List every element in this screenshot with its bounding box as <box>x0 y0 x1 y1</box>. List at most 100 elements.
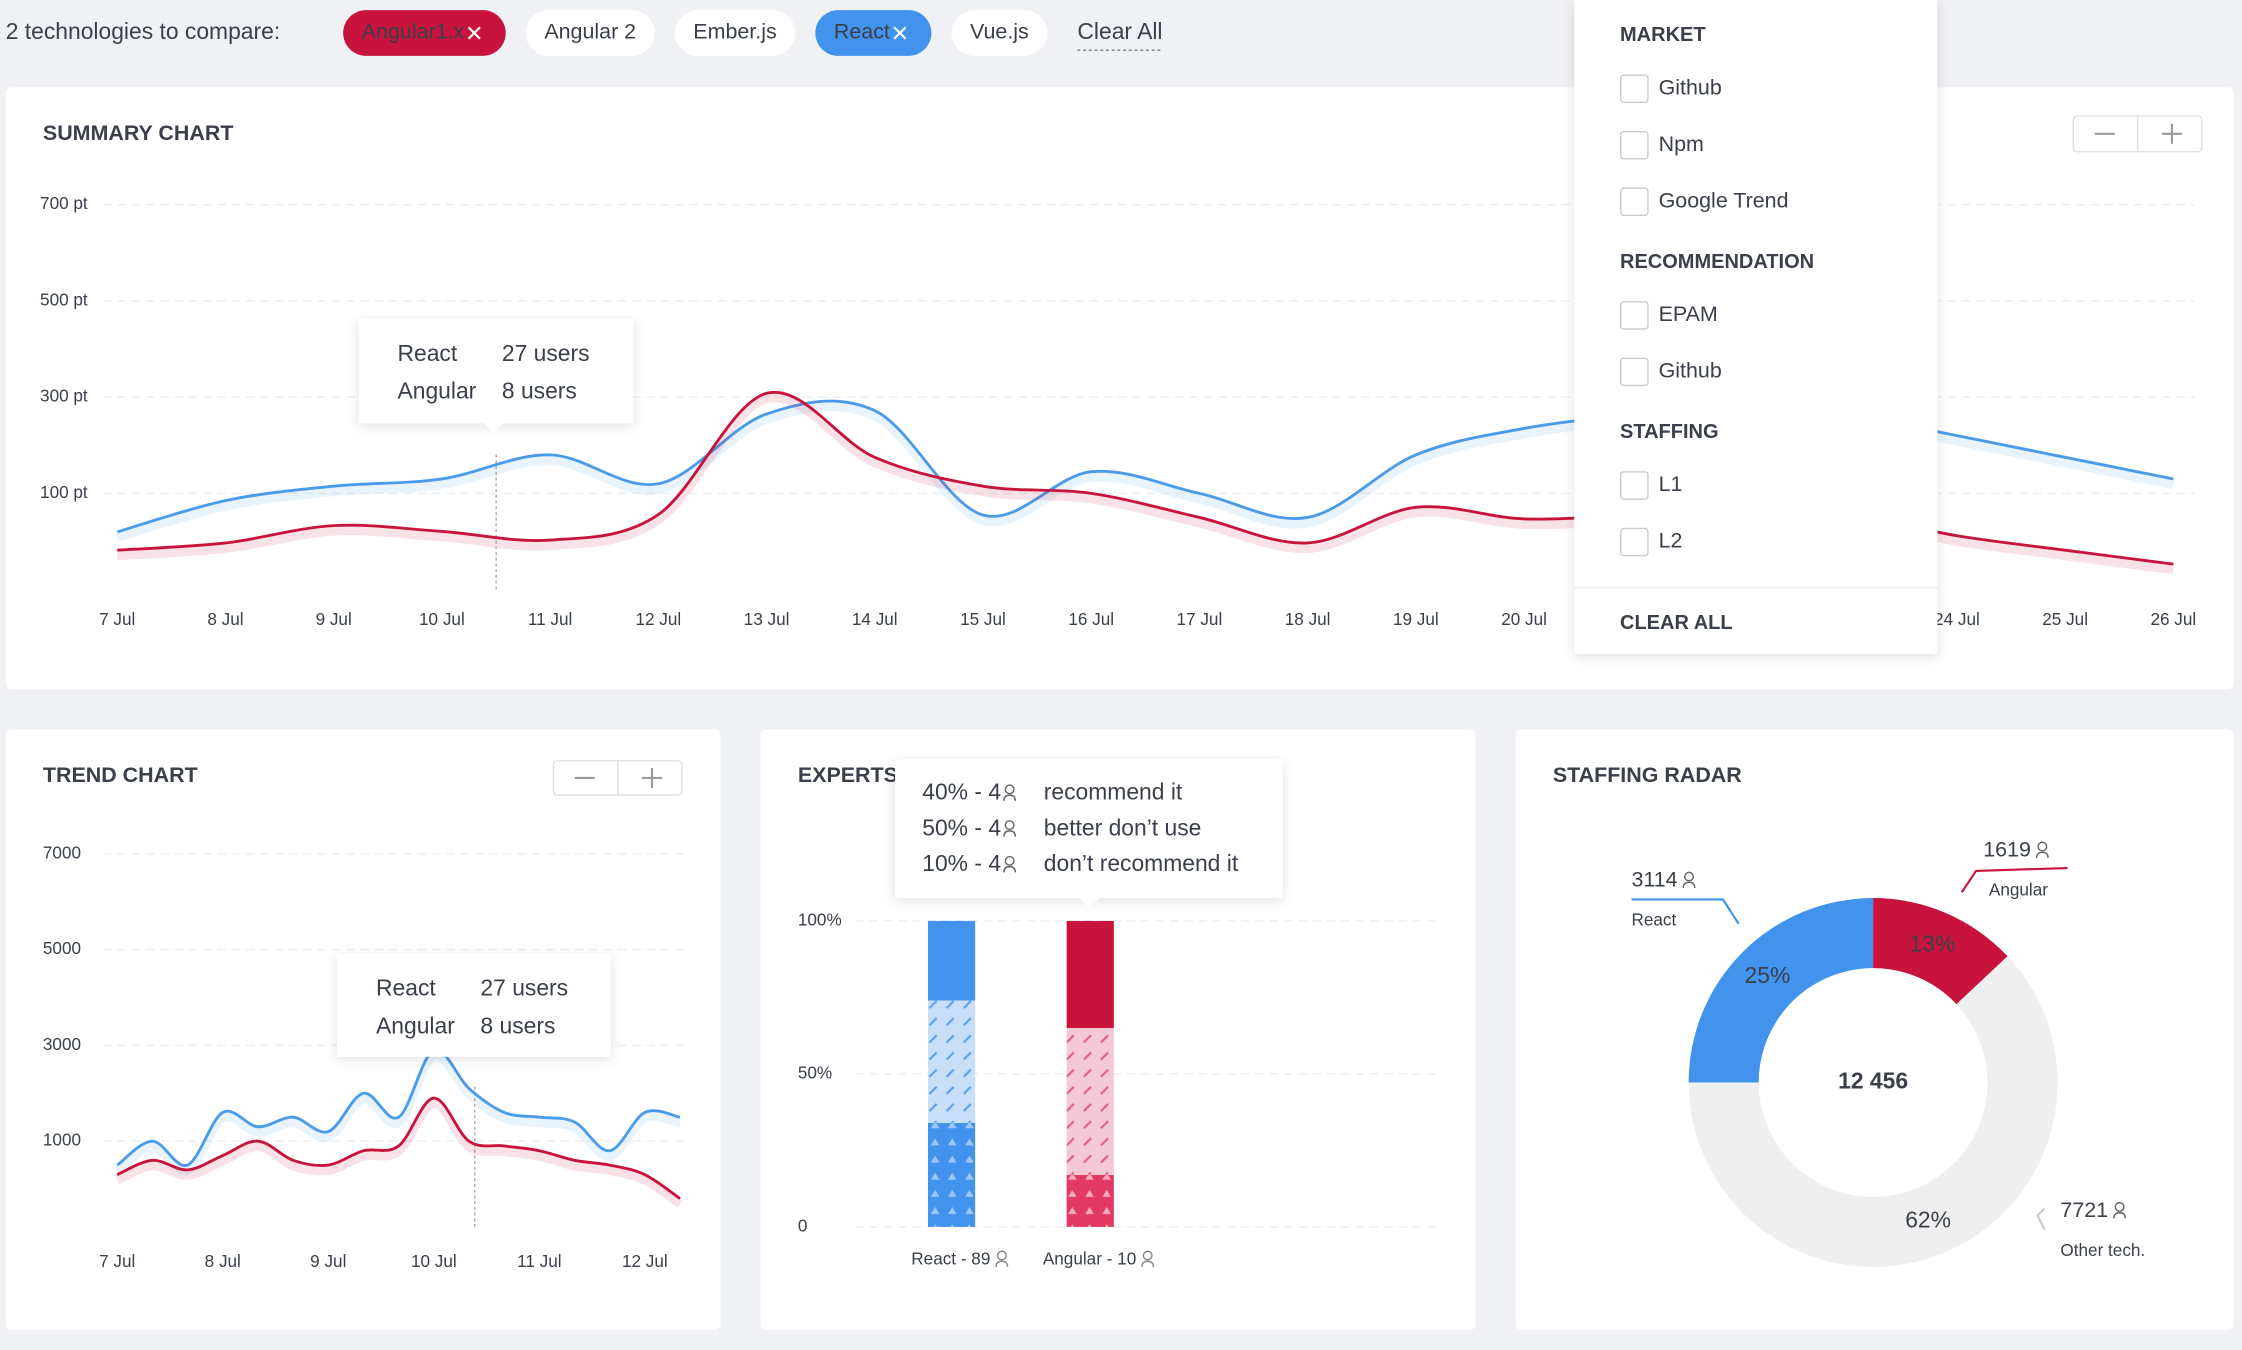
count-label: 1619 <box>1983 838 2031 862</box>
menu-option[interactable]: Google Trend <box>1620 187 1789 217</box>
chart-title: SUMMARY CHART <box>43 121 234 145</box>
user-icon <box>1004 855 1015 866</box>
menu-option[interactable]: Github <box>1620 74 1722 104</box>
x-tick-label: 20 Jul <box>1501 609 1547 629</box>
chip[interactable]: Angular1.x <box>343 10 506 56</box>
chip-bg[interactable] <box>343 10 506 56</box>
x-tick-label: 9 Jul <box>316 609 352 629</box>
chip[interactable]: Ember.js <box>674 10 796 56</box>
chip[interactable]: Angular 2 <box>525 10 655 56</box>
menu-option[interactable]: Npm <box>1620 130 1704 160</box>
tooltip-value: 27 users <box>480 975 568 1001</box>
y-tick-label: 50% <box>798 1062 832 1082</box>
option-label[interactable]: L1 <box>1659 472 1683 496</box>
x-tick-label: 7 Jul <box>99 1251 135 1271</box>
chip-bg[interactable] <box>815 10 932 56</box>
y-tick-label: 100% <box>798 909 842 929</box>
menu-clear[interactable]: CLEAR ALL <box>1620 612 1733 634</box>
category-label: Angular <box>1989 879 2048 899</box>
stacked-bar-chart: EXPERTS 100% 50% 0 React - 89 Angular - 10 <box>798 763 1437 1268</box>
y-tick-label: 500 pt <box>40 289 88 309</box>
y-tick-label: 100 pt <box>40 482 88 502</box>
chip-text[interactable]: React <box>834 20 890 44</box>
option-label[interactable]: Github <box>1659 75 1722 99</box>
remove-icon[interactable] <box>893 26 907 40</box>
tooltip-text: recommend it <box>1044 779 1183 805</box>
series-line <box>116 1096 681 1200</box>
user-icon <box>1003 830 1017 837</box>
user-icon <box>1004 820 1015 831</box>
bar-segment <box>927 1122 976 1227</box>
user-icon <box>995 1260 1009 1267</box>
radar-card <box>1515 729 2234 1330</box>
y-tick-label: 7000 <box>43 842 81 862</box>
bar-segment <box>927 920 976 1001</box>
series-line <box>116 1048 681 1167</box>
line-glow <box>115 1099 683 1208</box>
zoom-buttons[interactable] <box>2072 115 2203 153</box>
menu-option[interactable]: EPAM <box>1620 301 1718 330</box>
bar-segment <box>1066 920 1114 1029</box>
menu-option[interactable]: Github <box>1620 357 1722 387</box>
tooltip-box <box>895 759 1283 899</box>
bar-segment <box>1066 1028 1114 1175</box>
user-icon <box>1142 1250 1153 1261</box>
tooltip-box <box>337 953 611 1057</box>
chart-title: EXPERTS <box>798 763 898 787</box>
tooltip-stat: 40% - 4 <box>922 779 1001 805</box>
x-tick-label: 11 Jul <box>528 609 572 629</box>
chip[interactable]: React <box>815 10 932 56</box>
line-chart: TREND CHART 7000 5000 3000 1000 7 Jul 8 Jul 9 J… <box>43 763 684 1271</box>
donut-chart: STAFFING RADAR 13% 1619 Angular 62% 7721 Other… <box>1553 763 2145 1267</box>
tooltip-name: React <box>397 340 457 366</box>
clear-all[interactable]: Clear All <box>1077 18 1162 44</box>
chip-text[interactable]: Angular1.x <box>362 20 465 44</box>
checkbox[interactable] <box>1620 357 1649 387</box>
menu-option[interactable]: L2 <box>1620 527 1683 557</box>
tooltip-value: 27 users <box>502 340 590 366</box>
checkbox[interactable] <box>1620 74 1649 104</box>
chip-text[interactable]: Angular 2 <box>544 20 636 44</box>
chip-bg[interactable] <box>525 10 655 56</box>
filter-bar: 2 technologies to compare: Angular1.x Angu… <box>6 10 1163 56</box>
tooltip-name: React <box>376 975 436 1001</box>
option-label[interactable]: Npm <box>1659 132 1704 156</box>
slice-label: 25% <box>1745 962 1791 988</box>
option-label[interactable]: L2 <box>1659 529 1683 553</box>
x-tick-label: 19 Jul <box>1393 609 1439 629</box>
donut-slice <box>1688 956 2058 1267</box>
x-tick-label: 12 Jul <box>635 609 681 629</box>
tooltip-text: don’t recommend it <box>1044 850 1239 876</box>
y-tick-label: 700 pt <box>40 193 88 213</box>
y-tick-label: 1000 <box>43 1130 81 1150</box>
checkbox[interactable] <box>1620 130 1649 160</box>
y-tick-label: 5000 <box>43 938 81 958</box>
chip[interactable]: Vue.js <box>951 10 1048 56</box>
category-label: React <box>1631 909 1676 929</box>
checkbox[interactable] <box>1620 527 1649 557</box>
x-tick-label: 10 Jul <box>411 1251 457 1271</box>
zoom-buttons[interactable] <box>552 760 683 796</box>
remove-icon[interactable] <box>467 26 481 40</box>
tooltip-value: 8 users <box>502 378 577 404</box>
tooltip-value: 8 users <box>480 1013 555 1039</box>
checkbox[interactable] <box>1620 471 1649 500</box>
menu-option[interactable]: L1 <box>1620 471 1683 500</box>
user-icon <box>2114 1201 2125 1212</box>
option-label[interactable]: Github <box>1659 359 1722 383</box>
checkbox[interactable] <box>1620 187 1649 217</box>
x-tick-label: 25 Jul <box>2042 609 2088 629</box>
user-icon <box>2037 841 2048 852</box>
chip-text[interactable]: Ember.js <box>693 20 776 44</box>
y-tick-label: 0 <box>798 1215 808 1235</box>
tooltip-caret <box>483 423 504 434</box>
checkbox[interactable] <box>1620 301 1649 330</box>
chip-bg[interactable] <box>951 10 1048 56</box>
tooltip-stat: 10% - 4 <box>922 850 1001 876</box>
option-label[interactable]: Google Trend <box>1659 188 1789 212</box>
option-label[interactable]: EPAM <box>1659 302 1718 326</box>
chip-text[interactable]: Vue.js <box>970 20 1029 44</box>
user-icon <box>1141 1260 1155 1267</box>
user-icon <box>2035 851 2049 859</box>
chip-bg[interactable] <box>674 10 796 56</box>
